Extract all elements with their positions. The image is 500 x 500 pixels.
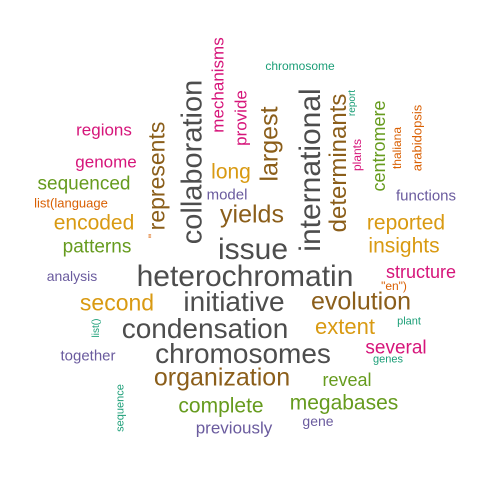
word: extent xyxy=(315,314,375,339)
word: complete xyxy=(178,394,264,418)
word: gene xyxy=(302,413,334,429)
word: together xyxy=(60,347,116,365)
word: collaboration xyxy=(176,79,209,245)
word: sequenced xyxy=(37,173,131,195)
word: plant xyxy=(397,315,421,328)
word: reported xyxy=(366,211,446,235)
word: thaliana xyxy=(390,126,404,170)
word: " xyxy=(146,233,160,239)
word: yields xyxy=(220,200,284,229)
word: genome xyxy=(75,152,137,172)
word: initiative xyxy=(183,286,285,317)
word: insights xyxy=(368,234,440,258)
word: largest xyxy=(255,106,284,182)
word: megabases xyxy=(289,391,399,415)
word: represents xyxy=(143,121,170,231)
word: arabidopsis xyxy=(409,104,425,172)
word: evolution xyxy=(310,287,412,316)
word: sequence xyxy=(114,384,127,432)
word: encoded xyxy=(53,211,135,235)
word: analysis xyxy=(46,268,98,284)
word: provide xyxy=(231,90,251,146)
word: list(language xyxy=(34,195,108,211)
word: plants xyxy=(350,138,364,172)
word: several xyxy=(365,337,427,359)
word: organization xyxy=(153,363,291,392)
word: condensation xyxy=(121,313,289,344)
word: heterochromatin xyxy=(136,260,354,293)
word: mechanisms xyxy=(208,37,228,133)
word: report xyxy=(347,89,358,117)
word: issue xyxy=(217,233,289,266)
word: patterns xyxy=(62,236,132,258)
word: previously xyxy=(195,418,273,438)
word: model xyxy=(206,186,248,204)
word: structure xyxy=(385,262,457,282)
word: second xyxy=(79,289,155,316)
word: international xyxy=(294,88,327,252)
word: genes xyxy=(373,353,403,366)
word: reveal xyxy=(322,370,372,390)
word: functions xyxy=(395,187,457,205)
word: chromosome xyxy=(265,59,335,73)
word: long xyxy=(211,160,251,184)
word: regions xyxy=(76,120,132,140)
word: chromosomes xyxy=(155,338,331,369)
word: centromere xyxy=(369,100,389,192)
word: "en") xyxy=(381,279,407,293)
word: list() xyxy=(91,318,102,338)
